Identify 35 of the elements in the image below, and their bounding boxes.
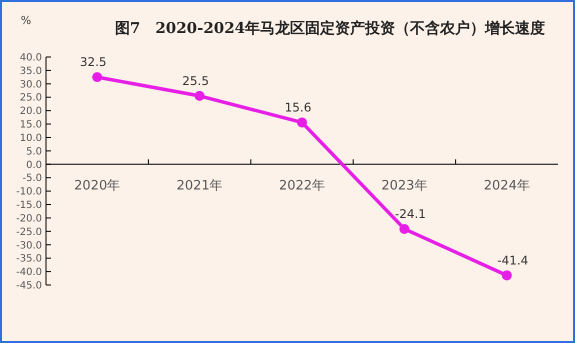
x-tick-label: 2024年 <box>484 178 530 194</box>
point <box>399 224 410 234</box>
y-tick-label: 40.0 <box>20 52 42 64</box>
y-tick-label: 5.0 <box>26 146 42 158</box>
chart-title: 图7 2020-2024年马龙区固定资产投资（不含农户）增长速度 <box>114 19 546 37</box>
y-tick-label: -10.0 <box>16 186 42 198</box>
y-tick-label: -15.0 <box>16 200 42 212</box>
data-label: -24.1 <box>394 206 426 221</box>
data-label: 15.6 <box>284 100 312 114</box>
data-label: 25.5 <box>182 74 209 88</box>
point <box>92 72 102 82</box>
x-tick-label: 2020年 <box>74 178 120 194</box>
y-tick-label: 25.0 <box>20 92 42 104</box>
y-tick-label: 35.0 <box>20 66 42 77</box>
y-tick-label: 20.0 <box>20 106 42 118</box>
y-tick-label: -5.0 <box>22 173 42 184</box>
y-tick-label: 0.0 <box>26 160 42 171</box>
point <box>194 90 205 101</box>
data-label: 32.5 <box>80 55 107 70</box>
y-tick-label: -35.0 <box>16 254 42 265</box>
y-tick-label: 30.0 <box>20 79 42 90</box>
x-tick-label: 2023年 <box>381 178 428 194</box>
x-tick-label: 2021年 <box>176 178 223 194</box>
y-tick-label: -40.0 <box>16 267 42 278</box>
y-tick-label: -30.0 <box>16 240 42 252</box>
data-label: -41.4 <box>497 253 528 268</box>
y-tick-label: 15.0 <box>20 120 42 131</box>
y-tick-label: 10.0 <box>20 132 42 144</box>
y-axis-title: % <box>20 14 32 27</box>
x-tick-label: 2022年 <box>278 178 326 194</box>
y-tick-label: -20.0 <box>16 213 42 224</box>
y-tick-label: -45.0 <box>16 280 42 292</box>
y-tick-label: -25.0 <box>16 226 42 238</box>
point <box>297 117 307 128</box>
point <box>502 270 512 280</box>
